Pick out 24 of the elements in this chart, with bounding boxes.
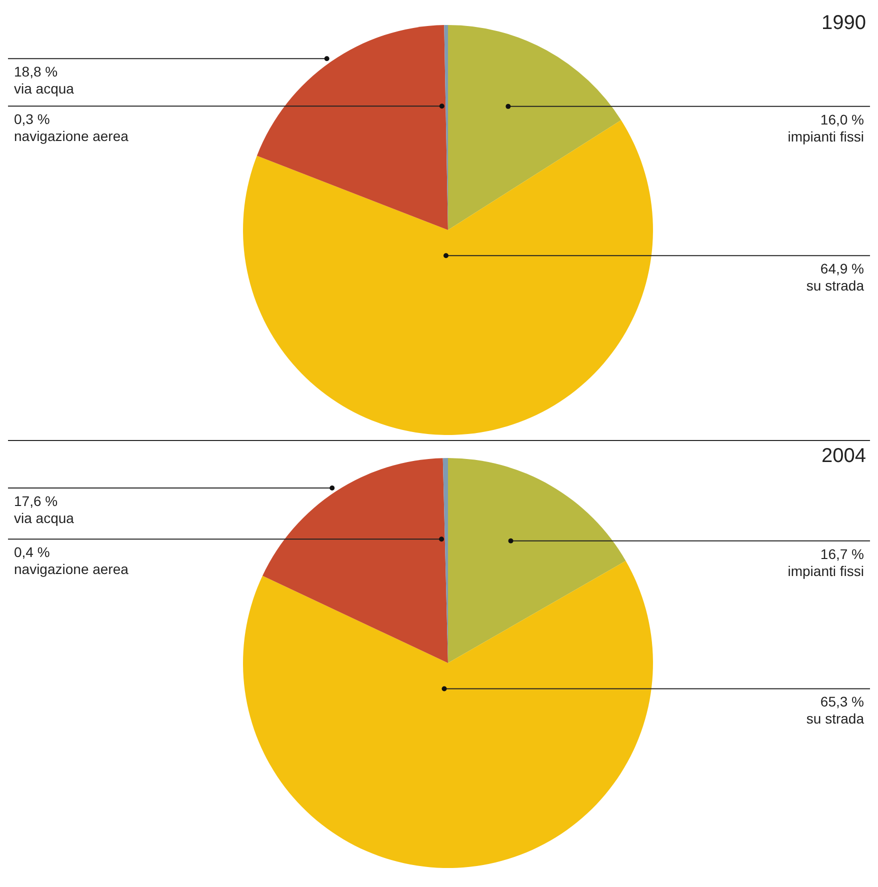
- slice-label: via acqua: [14, 80, 74, 97]
- data-label: 16,7 %: [820, 546, 864, 562]
- slice-label: navigazione aerea: [14, 561, 129, 578]
- slice-label: navigazione aerea: [14, 128, 129, 144]
- data-label: 65,3 %: [820, 694, 864, 710]
- data-label: 0,3 %: [14, 111, 50, 128]
- slice-label: su strada: [806, 278, 864, 294]
- slice-label: impianti fissi: [788, 128, 864, 144]
- chart-title: 1990: [822, 12, 866, 35]
- data-label: 16,0 %: [820, 111, 864, 128]
- pie-slice: [448, 25, 622, 230]
- data-label: 0,4 %: [14, 544, 50, 560]
- data-label: 64,9 %: [820, 260, 864, 277]
- pie-slice: [243, 120, 653, 435]
- pie-slice: [243, 560, 653, 868]
- pie-slice: [262, 458, 448, 663]
- slice-label: via acqua: [14, 510, 74, 526]
- pie-slice: [448, 458, 626, 663]
- pie-slice: [256, 25, 448, 230]
- data-label: 17,6 %: [14, 493, 58, 510]
- chart-title: 2004: [822, 445, 866, 468]
- data-label: 18,8 %: [14, 64, 58, 80]
- slice-label: su strada: [806, 710, 864, 727]
- slice-label: impianti fissi: [788, 562, 864, 579]
